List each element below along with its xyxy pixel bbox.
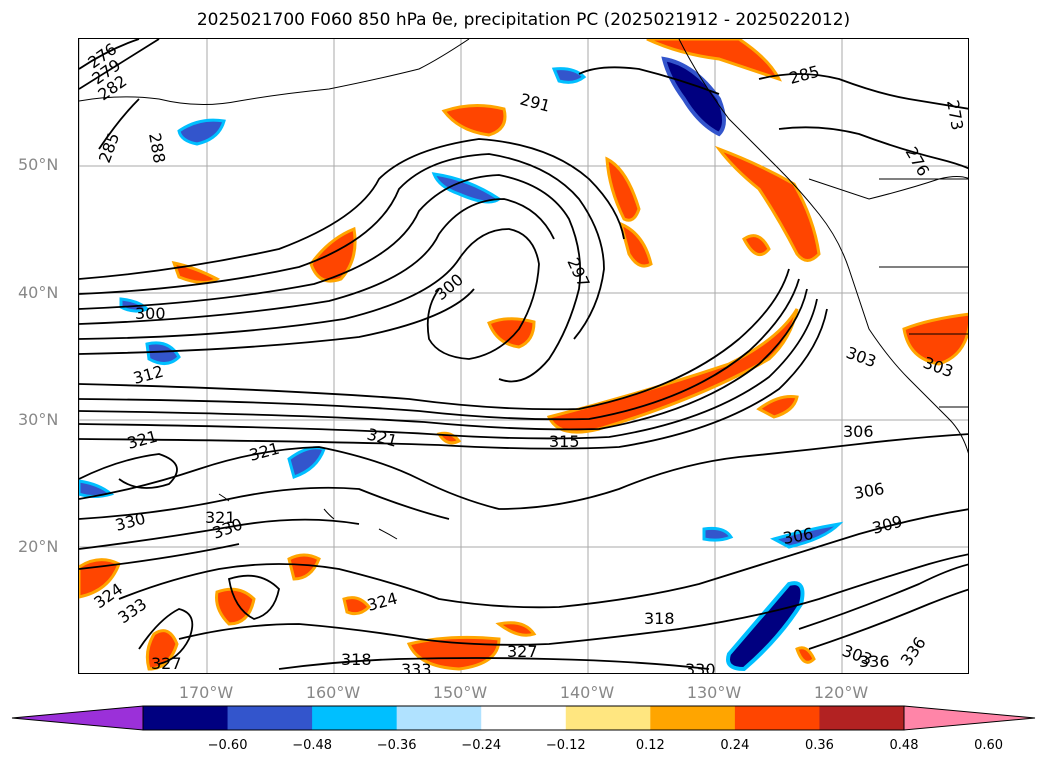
colorbar-tick-label: −0.24 <box>461 738 502 753</box>
contour-label: 318 <box>341 650 372 669</box>
colorbar-segment <box>227 706 313 730</box>
colorbar-tick-label: −0.48 <box>292 738 333 753</box>
contour-label: 297 <box>563 255 593 291</box>
colorbar-segment <box>396 706 482 730</box>
contour-label: 306 <box>852 479 885 503</box>
lon-label-170w: 170°W <box>178 683 234 702</box>
colorbar-tick-label: −0.12 <box>545 738 586 753</box>
contour-label: 333 <box>401 660 432 674</box>
colorbar-tick-label: −0.60 <box>207 738 248 753</box>
contour-label: 327 <box>507 642 538 661</box>
lat-label-40n: 40°N <box>18 283 59 302</box>
contour-label: 303 <box>844 343 879 371</box>
map-title: 2025021700 F060 850 hPa θe, precipitatio… <box>196 10 851 30</box>
lon-label-150w: 150°W <box>432 683 488 702</box>
precipitation-shading <box>79 39 968 672</box>
colorbar-tick-label: 0.12 <box>635 738 665 753</box>
graticule <box>79 39 968 673</box>
contour-label: 300 <box>431 270 467 304</box>
contour-label: 315 <box>549 432 580 451</box>
colorbar-segment <box>312 706 398 730</box>
contour-label: 324 <box>365 589 399 615</box>
theta-e-contours <box>79 39 968 670</box>
colorbar-tick-label: 0.36 <box>804 738 834 753</box>
lat-label-50n: 50°N <box>18 155 59 174</box>
colorbar-segment <box>481 706 567 730</box>
contour-label: 291 <box>518 90 552 116</box>
contour-label: 321 <box>247 439 281 465</box>
contour-label: 330 <box>113 509 147 535</box>
contour-label: 321 <box>205 508 236 527</box>
lon-label-120w: 120°W <box>813 683 869 702</box>
lon-label-140w: 140°W <box>559 683 615 702</box>
contour-label: 306 <box>843 422 874 441</box>
colorbar-segment <box>650 706 736 730</box>
colorbar-extend-max <box>903 705 1036 731</box>
contour-label: 309 <box>870 512 904 538</box>
contour-label: 285 <box>787 62 821 88</box>
colorbar-segment <box>565 706 651 730</box>
contour-label: 321 <box>365 425 399 451</box>
colorbar-segment <box>819 706 905 730</box>
lat-label-20n: 20°N <box>18 537 59 556</box>
map-panel: 276 279 282 285 288 291 297 300 300 285 … <box>78 38 969 674</box>
contour-label: 321 <box>125 427 159 453</box>
contour-label: 312 <box>131 362 165 388</box>
colorbar-segment <box>143 706 229 730</box>
map-canvas: 276 279 282 285 288 291 297 300 300 285 … <box>79 39 968 674</box>
contour-label: 303 <box>840 641 875 669</box>
colorbar-tick-label: 0.24 <box>720 738 750 753</box>
colorbar-tick-label: −0.36 <box>376 738 417 753</box>
lat-label-30n: 30°N <box>18 410 59 429</box>
contour-label: 276 <box>902 144 934 180</box>
contour-label: 288 <box>145 131 169 164</box>
contour-label: 300 <box>135 304 166 323</box>
colorbar-tick-label: 0.60 <box>974 738 1004 753</box>
contour-label: 336 <box>897 633 930 669</box>
lon-label-130w: 130°W <box>686 683 742 702</box>
contour-label: 327 <box>151 654 182 673</box>
coastlines <box>79 39 968 540</box>
colorbar-tick-label: 0.48 <box>889 738 919 753</box>
lon-label-160w: 160°W <box>305 683 361 702</box>
contour-label: 273 <box>943 98 967 131</box>
contour-label: 285 <box>95 130 123 165</box>
contour-label: 306 <box>781 524 814 548</box>
colorbar <box>11 705 1036 731</box>
colorbar-extend-min <box>11 705 144 731</box>
contour-label: 330 <box>685 660 716 674</box>
contour-label: 318 <box>644 609 675 628</box>
colorbar-segment <box>734 706 820 730</box>
contour-label: 336 <box>859 652 890 671</box>
